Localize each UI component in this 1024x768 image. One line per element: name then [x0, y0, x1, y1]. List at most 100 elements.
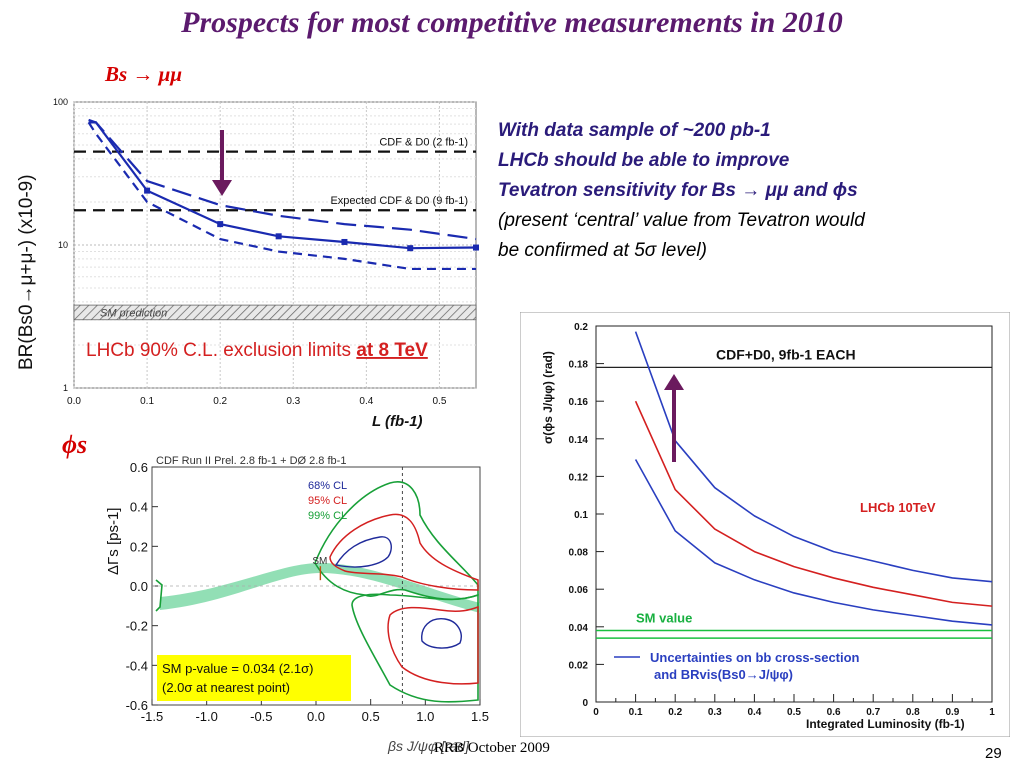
arrow-head-icon	[212, 180, 232, 196]
x-tick-label: 1.0	[416, 709, 434, 724]
x-tick-label: 0.3	[286, 396, 300, 407]
data-point	[144, 187, 151, 194]
legend-entry: 68% CL	[308, 480, 347, 492]
y-tick-label: 0.06	[569, 585, 589, 596]
series-line-longdash	[88, 118, 477, 241]
contour-99-left	[155, 579, 163, 612]
x-tick-label: 0.0	[307, 709, 325, 724]
sm-prediction-label: SM prediction	[100, 307, 167, 319]
contour-95-lower	[387, 605, 479, 685]
x-tick-label: 0.1	[629, 707, 643, 718]
y-tick-label: 0.0	[130, 579, 148, 594]
y-tick-label: 10	[58, 240, 68, 250]
plot-frame	[595, 325, 993, 703]
contour-95-upper	[329, 513, 479, 591]
x-tick-label: 0.3	[708, 707, 722, 718]
arrow-head-icon	[664, 374, 684, 390]
y-tick-label: 0.12	[569, 472, 589, 483]
y-tick-label: 0.18	[569, 360, 589, 371]
bs-mumu-label: Bs → μμ	[105, 62, 183, 86]
x-tick-label: 0.6	[827, 707, 841, 718]
summary-line-3: Tevatron sensitivity for Bs → μμ and ϕs	[498, 180, 858, 201]
x-tick-label: 0.2	[668, 707, 682, 718]
x-tick-label: 0	[593, 707, 599, 718]
legend-entry: 95% CL	[308, 495, 347, 507]
y-tick-label: 0.04	[569, 623, 589, 634]
x-tick-label: 0.0	[67, 396, 81, 407]
contour-99-lower	[351, 593, 479, 703]
y-tick-label: 0.6	[130, 460, 148, 475]
sensitivity-curve	[634, 459, 993, 626]
sensitivity-curve	[634, 331, 993, 583]
sm-prediction-band	[73, 304, 477, 321]
x-axis-label: Integrated Luminosity (fb-1)	[806, 717, 965, 731]
y-tick-label: 0	[582, 698, 588, 709]
summary-line-2: LHCb should be able to improve	[498, 150, 790, 171]
x-tick-label: 0.5	[787, 707, 801, 718]
y-tick-label: -0.2	[126, 619, 148, 634]
data-point	[341, 238, 348, 245]
y-tick-label: 0.16	[569, 397, 589, 408]
x-tick-label: 0.7	[866, 707, 880, 718]
pvalue-line-1: SM p-value = 0.034 (2.1σ)	[162, 661, 313, 676]
y-axis-label: σ(ϕs J/ψφ) (rad)	[541, 351, 555, 444]
y-axis-label: ΔΓs [ps-1]	[105, 508, 122, 575]
contour-68-upper	[334, 536, 392, 568]
x-tick-label: 0.1	[140, 396, 154, 407]
legend-line-2: and BRvis(Bs0→J/ψφ)	[654, 667, 793, 682]
x-tick-label: 0.5	[433, 396, 447, 407]
y-tick-label: 100	[53, 97, 68, 107]
contour-chart: CDF Run II Prel. 2.8 fb-1 + DØ 2.8 fb-1 …	[105, 455, 489, 754]
pvalue-box	[157, 655, 351, 701]
data-point	[275, 233, 282, 240]
phis-label: ϕs	[62, 430, 88, 459]
x-tick-label: 0.5	[362, 709, 380, 724]
contour-68-lower	[421, 618, 462, 649]
x-axis-label: βs J/ψφ [rad]	[387, 738, 470, 754]
y-tick-label: 0.2	[130, 539, 148, 554]
y-tick-label: 0.1	[574, 510, 588, 521]
data-point	[473, 244, 479, 251]
x-tick-label: 0.2	[213, 396, 227, 407]
data-point	[217, 221, 224, 228]
sm-marker-label: SM	[312, 556, 327, 567]
sm-value-label: SM value	[636, 611, 692, 626]
x-tick-label: 1.5	[471, 709, 489, 724]
phis-sensitivity-chart: 0 0.1 0.2 0.3 0.4 0.5 0.6 0.7 0.8 0.9 1 0 0.02 0.04 0.…	[520, 312, 1010, 737]
x-tick-label: 1	[989, 707, 995, 718]
footer: RRB October 2009	[434, 740, 550, 756]
br-limit-chart: 0.0 0.1 0.2 0.3 0.4 0.5 1 10 100 SM prediction C…	[16, 97, 479, 430]
sensitivity-curve	[634, 400, 993, 607]
lhcb-limits-annotation: LHCb 90% C.L. exclusion limits at 8 TeV	[86, 340, 428, 361]
x-tick-label: 0.4	[747, 707, 761, 718]
lhcb-series-label: LHCb 10TeV	[860, 500, 936, 515]
x-tick-label: 0.4	[359, 396, 373, 407]
y-tick-label: 0.4	[130, 500, 148, 515]
summary-line-4: (present ‘central’ value from Tevatron w…	[498, 210, 865, 231]
legend-line-1: Uncertainties on bb cross-section	[650, 650, 860, 665]
summary-text: With data sample of ~200 pb-1 LHCb shoul…	[498, 116, 1013, 266]
x-tick-label: 0.9	[945, 707, 959, 718]
y-tick-label: -0.4	[126, 658, 148, 673]
pvalue-line-2: (2.0σ at nearest point)	[162, 680, 290, 695]
x-axis-label: L (fb-1)	[372, 413, 423, 430]
summary-line-1: With data sample of ~200 pb-1	[498, 120, 771, 141]
data-point	[407, 245, 414, 252]
y-tick-label: 1	[63, 383, 68, 393]
x-tick-label: -1.0	[195, 709, 217, 724]
chart-title: CDF Run II Prel. 2.8 fb-1 + DØ 2.8 fb-1	[156, 455, 346, 467]
page-number: 29	[985, 745, 1002, 762]
reference-line-label: Expected CDF & D0 (9 fb-1)	[330, 195, 468, 207]
reference-line-label: CDF & D0 (2 fb-1)	[379, 137, 468, 149]
series-line-dashed	[87, 121, 476, 271]
x-tick-label: 0.8	[906, 707, 920, 718]
series-line-solid	[88, 121, 477, 250]
x-tick-label: -0.5	[250, 709, 272, 724]
reference-line-label: CDF+D0, 9fb-1 EACH	[716, 346, 856, 362]
y-tick-label: 0.14	[569, 435, 589, 446]
x-tick-label: -1.5	[141, 709, 163, 724]
y-tick-label: 0.08	[569, 548, 589, 559]
legend-entry: 99% CL	[308, 510, 347, 522]
y-tick-label: 0.2	[574, 322, 588, 333]
slide-title: Prospects for most competitive measureme…	[181, 6, 843, 39]
